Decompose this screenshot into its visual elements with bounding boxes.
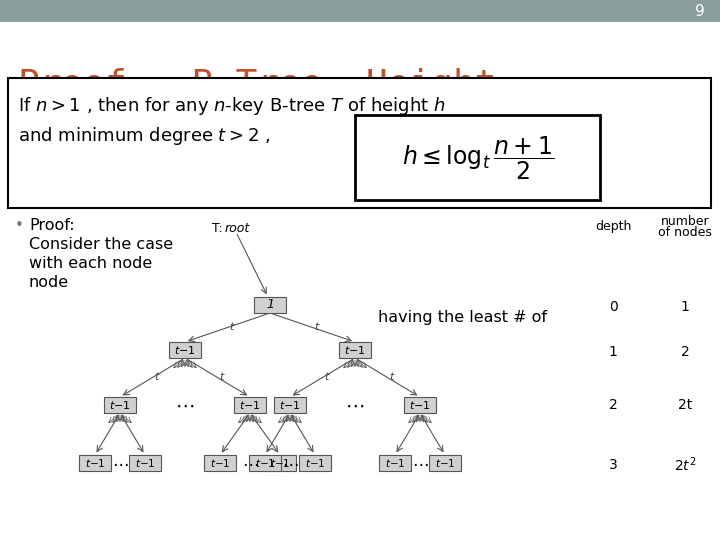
Text: depth: depth	[595, 220, 631, 233]
Text: $\cdots$: $\cdots$	[176, 395, 194, 415]
Text: $t{-}1$: $t{-}1$	[305, 457, 325, 469]
Bar	[274, 397, 306, 413]
Text: $t{-}1$: $t{-}1$	[279, 399, 301, 411]
Text: t: t	[390, 373, 394, 382]
Bar	[429, 455, 461, 471]
Bar	[254, 297, 286, 313]
Text: Consider the case: Consider the case	[29, 237, 173, 252]
Text: of nodes: of nodes	[658, 226, 712, 239]
Text: t: t	[324, 373, 329, 382]
Text: $2t^2$: $2t^2$	[674, 456, 696, 474]
Text: $t{-}1$: $t{-}1$	[109, 399, 131, 411]
Bar	[355, 115, 600, 200]
Text: $\cdots$: $\cdots$	[346, 395, 364, 415]
Bar	[404, 397, 436, 413]
Text: $t{-}1$: $t{-}1$	[435, 457, 455, 469]
Text: T:: T:	[212, 222, 222, 235]
Bar	[129, 455, 161, 471]
Text: •: •	[15, 218, 24, 233]
Text: $t{-}1$: $t{-}1$	[85, 457, 105, 469]
Bar	[379, 455, 411, 471]
Text: 0: 0	[608, 300, 617, 314]
Text: $t{-}1$: $t{-}1$	[409, 399, 431, 411]
Text: $t{-}1$: $t{-}1$	[255, 457, 275, 469]
Text: $t{-}1$: $t{-}1$	[174, 344, 196, 356]
Text: 1: 1	[680, 300, 690, 314]
Text: $t{-}1$: $t{-}1$	[384, 457, 405, 469]
Text: root: root	[225, 222, 251, 235]
Text: t: t	[315, 322, 319, 333]
Bar	[249, 455, 281, 471]
Text: $t{-}1$: $t{-}1$	[239, 399, 261, 411]
Text: 2: 2	[680, 345, 689, 359]
Text: t: t	[220, 373, 224, 382]
Bar	[79, 455, 111, 471]
Text: 2: 2	[608, 398, 617, 412]
Text: number: number	[661, 215, 709, 228]
Text: $\cdots$: $\cdots$	[242, 454, 258, 472]
Text: $\cdots$: $\cdots$	[412, 454, 428, 472]
Text: Proof:  B-Tree  Height: Proof: B-Tree Height	[18, 68, 497, 102]
Text: If $n > 1$ , then for any $n$-key B-tree $T$ of height $h$: If $n > 1$ , then for any $n$-key B-tree…	[18, 95, 446, 117]
Bar	[8, 78, 711, 208]
Bar	[234, 397, 266, 413]
Text: 1: 1	[608, 345, 618, 359]
Text: $\cdots$: $\cdots$	[282, 454, 298, 472]
Text: 3: 3	[608, 458, 617, 472]
Bar	[204, 455, 236, 471]
Text: t: t	[229, 322, 234, 333]
Text: $t{-}1$: $t{-}1$	[210, 457, 230, 469]
Text: 2t: 2t	[678, 398, 692, 412]
Text: 1: 1	[266, 299, 274, 312]
Bar	[0, 0, 720, 22]
Bar	[169, 342, 201, 358]
Text: $\cdots$: $\cdots$	[112, 454, 128, 472]
Text: $h \leq \log_t \dfrac{n+1}{2}$: $h \leq \log_t \dfrac{n+1}{2}$	[402, 134, 554, 181]
Bar	[264, 455, 296, 471]
Text: and minimum degree $t > 2$ ,: and minimum degree $t > 2$ ,	[18, 125, 270, 147]
Bar	[299, 455, 331, 471]
Text: having the least # of: having the least # of	[378, 310, 547, 325]
Text: $t{-}1$: $t{-}1$	[344, 344, 366, 356]
Text: 9: 9	[695, 3, 705, 18]
Text: Proof:: Proof:	[29, 218, 75, 233]
Bar	[339, 342, 371, 358]
Bar	[104, 397, 136, 413]
Text: t: t	[154, 373, 158, 382]
Text: with each node: with each node	[29, 256, 152, 271]
Text: $t{-}1$: $t{-}1$	[270, 457, 290, 469]
Text: $t{-}1$: $t{-}1$	[135, 457, 156, 469]
Text: node: node	[29, 275, 69, 290]
